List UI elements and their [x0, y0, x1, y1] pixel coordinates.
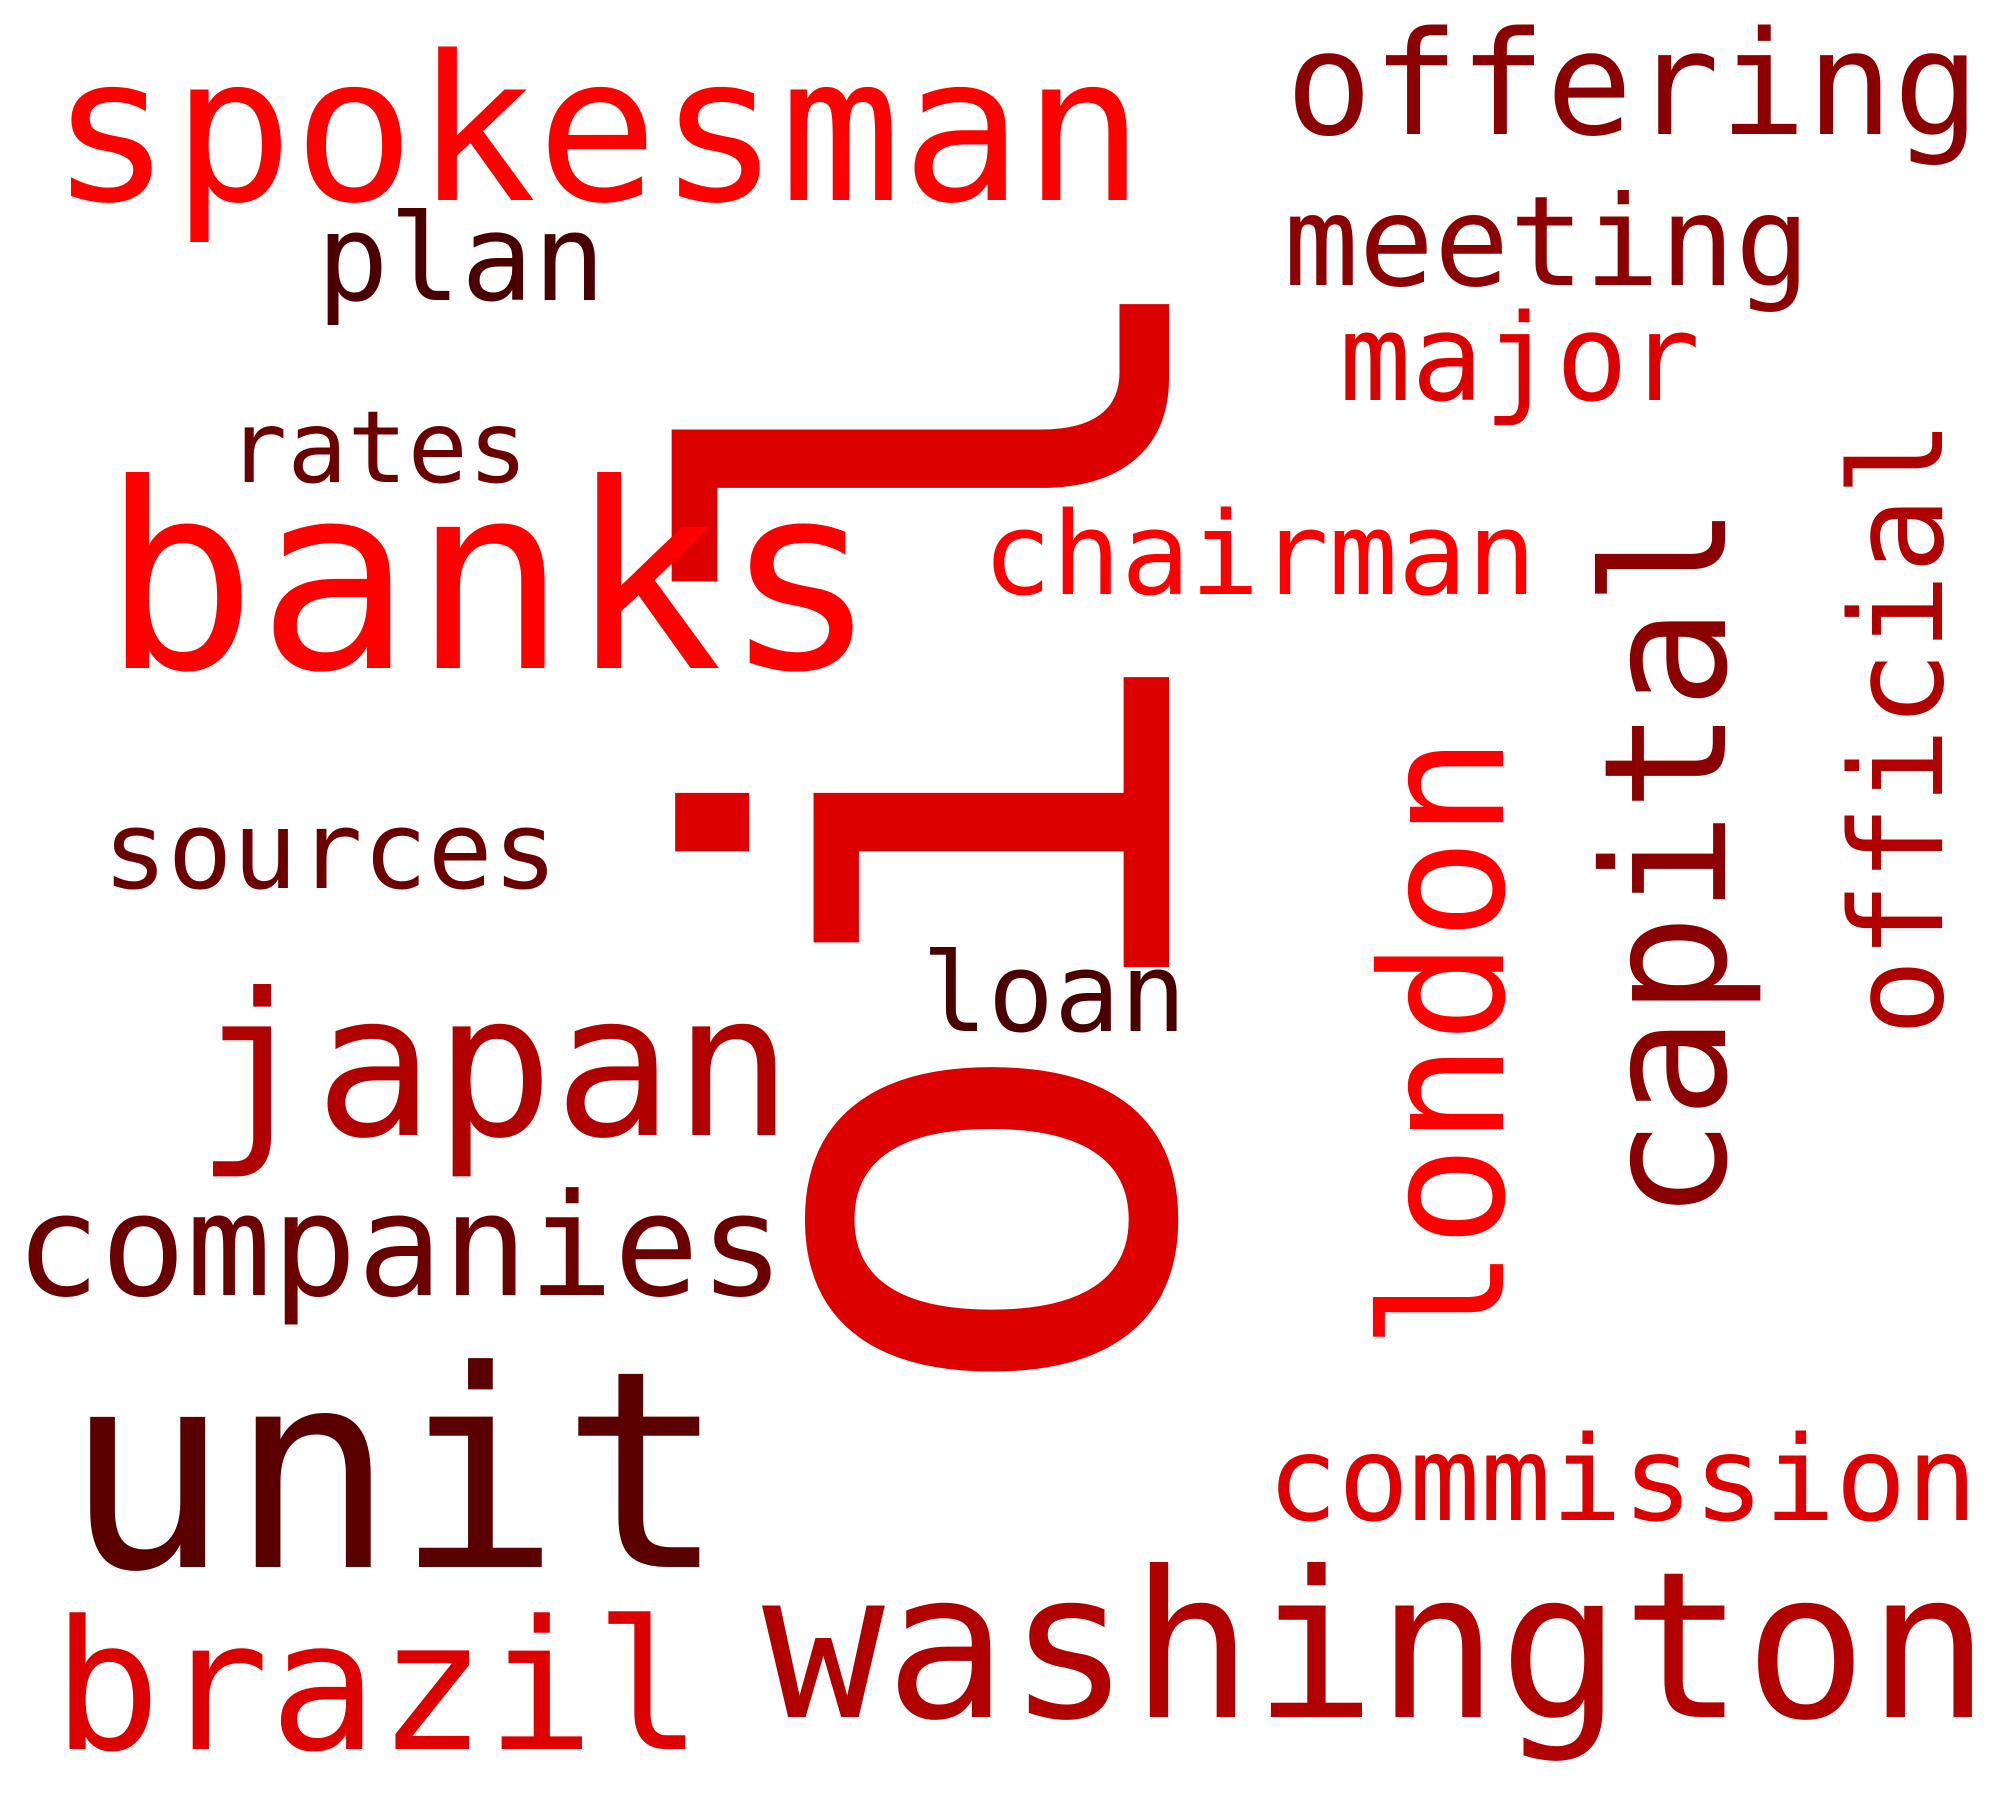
- word-rates: rates: [227, 389, 529, 506]
- word-japan: japan: [195, 951, 794, 1182]
- word-capital: capital: [1568, 504, 1766, 1221]
- word-major: major: [1339, 290, 1701, 429]
- word-loan: loan: [921, 929, 1187, 1057]
- word-sources: sources: [102, 789, 558, 914]
- word-washington: washington: [762, 1528, 1990, 1766]
- word-offering: offering: [1285, 1, 1980, 169]
- word-unit: unit: [64, 1312, 727, 1632]
- word-commission: commission: [1267, 1410, 1978, 1548]
- word-companies: companies: [15, 1162, 785, 1329]
- word-brazil: brazil: [52, 1583, 703, 1792]
- word-banks: banks: [101, 429, 879, 729]
- word-plan: plan: [316, 190, 606, 329]
- word-spokesman: spokesman: [50, 12, 1145, 248]
- word-chairman: chairman: [982, 488, 1537, 622]
- word-meeting: meeting: [1283, 170, 1811, 315]
- word-official: official: [1824, 419, 1973, 1037]
- word-london: london: [1346, 735, 1544, 1350]
